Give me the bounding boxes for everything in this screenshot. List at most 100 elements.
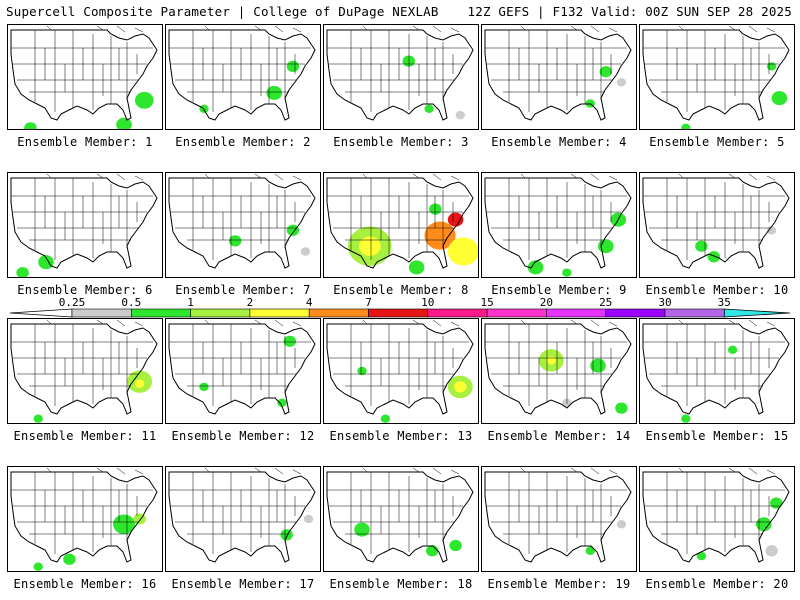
state-border	[728, 173, 736, 179]
scp-field	[357, 366, 367, 376]
state-border	[116, 467, 126, 475]
country-outline	[642, 323, 790, 415]
state-border	[766, 27, 776, 33]
country-outline	[642, 177, 790, 269]
scp-field	[286, 60, 300, 73]
ensemble-panel-13	[323, 318, 479, 424]
state-border	[520, 467, 526, 473]
panel-frame	[323, 466, 479, 572]
scp-field	[266, 85, 282, 100]
state-border	[608, 321, 618, 327]
colorbar-swatch	[368, 308, 429, 318]
member-label: Ensemble Member: 6	[17, 283, 153, 297]
member-label: Ensemble Member: 10	[645, 283, 789, 297]
us-map	[639, 318, 795, 424]
us-map	[639, 466, 795, 572]
us-map	[323, 24, 479, 130]
us-map	[481, 466, 637, 572]
member-label: Ensemble Member: 9	[491, 283, 627, 297]
country-outline	[10, 177, 158, 269]
colorbar-tick-label: 2	[246, 296, 254, 309]
state-border	[254, 467, 262, 473]
member-label: Ensemble Member: 20	[645, 577, 789, 591]
colorbar-swatch	[546, 308, 607, 318]
ensemble-panel-17	[165, 466, 321, 572]
colorbar-swatch	[664, 308, 725, 318]
state-border	[766, 469, 776, 475]
colorbar-tick-label: 15	[480, 296, 494, 309]
state-border	[134, 175, 144, 181]
member-label: Ensemble Member: 11	[13, 429, 157, 443]
scp-field	[134, 379, 145, 388]
member-label: Ensemble Member: 14	[487, 429, 631, 443]
state-border	[432, 319, 442, 327]
scp-field	[616, 520, 627, 529]
state-border	[46, 319, 52, 325]
scp-field	[447, 237, 479, 266]
us-map	[7, 24, 163, 130]
state-border	[204, 467, 210, 473]
ensemble-panel-11	[7, 318, 163, 424]
state-border	[608, 175, 618, 181]
colorbar-tick-label: 4	[305, 296, 313, 309]
state-border	[678, 467, 684, 473]
state-border	[46, 467, 52, 473]
member-label: Ensemble Member: 7	[175, 283, 311, 297]
scp-field	[681, 414, 691, 423]
panel-frame	[165, 24, 321, 130]
ensemble-panel-9	[481, 172, 637, 278]
country-outline	[10, 471, 158, 563]
state-border	[254, 319, 262, 325]
us-map	[323, 318, 479, 424]
colorbar-tick-label: 1	[187, 296, 194, 309]
state-border	[204, 319, 210, 325]
state-border	[412, 467, 420, 473]
country-outline	[326, 323, 474, 415]
panel-frame	[481, 172, 637, 278]
scp-field	[449, 539, 462, 552]
colorbar-tick-label: 35	[717, 296, 731, 309]
state-border	[590, 319, 600, 327]
ensemble-panel-6	[7, 172, 163, 278]
member-label: Ensemble Member: 4	[491, 135, 627, 149]
country-outline	[326, 471, 474, 563]
colorbar-tick-label: 0.5	[121, 296, 142, 309]
panel-frame	[7, 172, 163, 278]
ensemble-panel-16	[7, 466, 163, 572]
scp-field	[590, 358, 606, 373]
panel-frame	[481, 24, 637, 130]
member-label: Ensemble Member: 8	[333, 283, 469, 297]
scp-field	[598, 239, 614, 254]
state-border	[254, 173, 262, 179]
colorbar-swatch	[605, 308, 666, 318]
ensemble-panel-12	[165, 318, 321, 424]
scp-field	[16, 267, 29, 278]
state-border	[292, 469, 302, 475]
us-map	[7, 466, 163, 572]
scp-field	[727, 345, 738, 355]
state-border	[450, 321, 460, 327]
colorbar-swatch	[427, 308, 488, 318]
panel-frame	[7, 318, 163, 424]
country-outline	[484, 177, 632, 269]
scp-field	[429, 203, 442, 215]
member-label: Ensemble Member: 16	[13, 577, 157, 591]
scp-field	[616, 78, 627, 87]
state-border	[292, 27, 302, 33]
panel-frame	[639, 318, 795, 424]
state-border	[432, 467, 442, 475]
state-border	[204, 25, 210, 31]
colorbar-swatch	[249, 308, 310, 318]
ensemble-panel-2	[165, 24, 321, 130]
us-map	[481, 172, 637, 278]
scp-field	[425, 545, 439, 557]
map-title: Supercell Composite Parameter | College …	[6, 4, 439, 19]
state-border	[520, 319, 526, 325]
scp-field	[696, 551, 707, 561]
state-border	[570, 467, 578, 473]
panel-frame	[481, 466, 637, 572]
member-label: Ensemble Member: 2	[175, 135, 311, 149]
scp-field	[286, 224, 300, 236]
state-border	[46, 173, 52, 179]
state-border	[450, 175, 460, 181]
